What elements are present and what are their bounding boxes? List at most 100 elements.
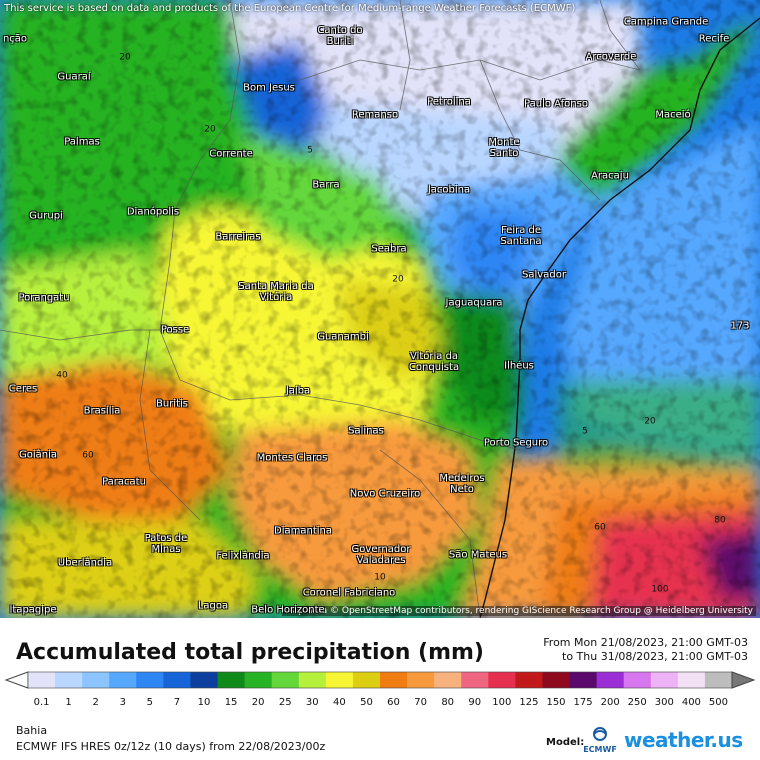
color-swatch [569,672,598,688]
scale-left-arrow [4,671,29,689]
legend-title: Accumulated total precipitation (mm) [16,640,484,665]
city-label: Guanambi [317,331,369,343]
region-name: Bahia [16,724,48,737]
color-swatch [190,672,219,688]
city-label: Novo Cruzeiro [349,488,421,500]
scale-tick-label: 5 [146,697,154,708]
city-label: Brasília [83,405,121,417]
scale-tick-label: 100 [492,697,512,708]
city-label: Canto do Buriti [317,25,363,47]
city-label: Salinas [348,425,384,437]
city-label: Diamantina [274,525,332,537]
scale-tick-label: 7 [173,697,181,708]
city-label: Corrente [209,148,253,160]
city-label: Vitória da Conquista [408,351,460,373]
scale-tick-label: 30 [305,697,319,708]
city-label: Montes Claros [256,452,328,464]
city-label: Itapagipe [9,604,57,616]
city-label: Lagoa [197,600,229,612]
city-label: Gurupi [29,210,63,222]
scale-outline [27,671,733,689]
color-swatch [380,672,408,688]
ecmwf-attribution: This service is based on data and produc… [4,3,576,14]
contour-label: 100 [651,584,669,595]
city-label: Belo Horizonte [251,604,325,616]
city-label: Governador Valadares [351,544,411,566]
contour-label: 10 [374,572,386,583]
scale-tick-label: 25 [278,697,292,708]
color-swatch [542,672,571,688]
city-label: Paulo Afonso [524,98,588,110]
precipitation-map[interactable]: This service is based on data and produc… [0,0,760,618]
scale-tick-label: 175 [573,697,593,708]
city-label: Uberlândia [57,557,113,569]
city-label: Petrolina [427,96,471,108]
period-to: to Thu 31/08/2023, 21:00 GMT-03 [562,650,748,663]
city-label: São Mateus [448,549,508,561]
city-label: Jaguaquara [445,297,503,309]
scale-tick-label: 300 [654,697,674,708]
contour-label: 60 [594,522,606,533]
scale-tick-label: 125 [519,697,539,708]
scale-tick-label: 150 [546,697,566,708]
color-swatch [677,672,706,688]
contour-label: 5 [582,426,588,437]
scale-right-arrow [731,671,756,689]
contour-label: 80 [714,515,726,526]
city-label: Porangatu [18,292,70,304]
city-label: Ceres [8,383,38,395]
contour-label: 20 [119,52,131,63]
color-swatch [55,672,83,688]
color-swatch [704,672,733,688]
city-label: Jacobina [427,184,471,196]
city-label: Porto Seguro [483,437,549,449]
city-label: Posse [160,324,190,336]
color-swatch [352,672,381,688]
scale-tick-label: 500 [708,697,728,708]
contour-label: 20 [644,416,656,427]
scale-tick-label: 3 [119,697,126,708]
scale-tick-label: 60 [387,697,400,708]
scale-tick-label: 10 [197,697,211,708]
city-label: Monte Santo [488,137,520,159]
brand-logo[interactable]: weather.us [624,728,743,752]
city-label: Felixlândia [216,550,270,562]
scale-tick-label: 250 [627,697,647,708]
scale-tick-label: 40 [333,697,346,708]
color-swatch [325,672,354,688]
ecmwf-logo-text: ECMWF [583,745,617,754]
color-swatch [596,672,625,688]
scale-tick-label: 90 [468,697,482,708]
model-label: Model: [546,737,585,748]
color-swatch [298,672,327,688]
color-swatch [28,672,56,688]
scale-tick-label: 0.1 [33,697,50,708]
scale-tick-label: 2 [92,697,99,708]
color-swatch [244,672,273,688]
city-label: Jaíba [285,385,311,397]
city-label: Barra [312,179,340,191]
scale-tick-label: 70 [414,697,427,708]
city-label: Recife [698,33,730,45]
color-swatch [488,672,516,688]
city-label: Feira de Santana [500,225,542,247]
city-label: Remanso [351,109,399,121]
scale-tick-label: 1 [65,697,72,708]
contour-label: 20 [392,274,404,285]
city-label: Ilhéus [504,360,534,372]
map-canvas [0,0,760,618]
scale-tick-label: 50 [360,697,373,708]
contour-label: 20 [204,124,216,135]
city-label: Paracatu [102,476,146,488]
color-swatch [650,672,679,688]
color-swatch [461,672,489,688]
scale-tick-label: 20 [251,697,265,708]
city-label: Buritis [156,398,188,410]
osm-attribution[interactable]: Map data © OpenStreetMap contributors, r… [282,606,756,616]
scale-tick-label: 400 [681,697,701,708]
city-label: Palmas [64,136,100,148]
color-swatch [434,672,462,688]
city-label: Arcoverde [585,51,637,63]
model-info: ECMWF IFS HRES 0z/12z (10 days) from 22/… [16,740,326,753]
color-swatch [515,672,543,688]
